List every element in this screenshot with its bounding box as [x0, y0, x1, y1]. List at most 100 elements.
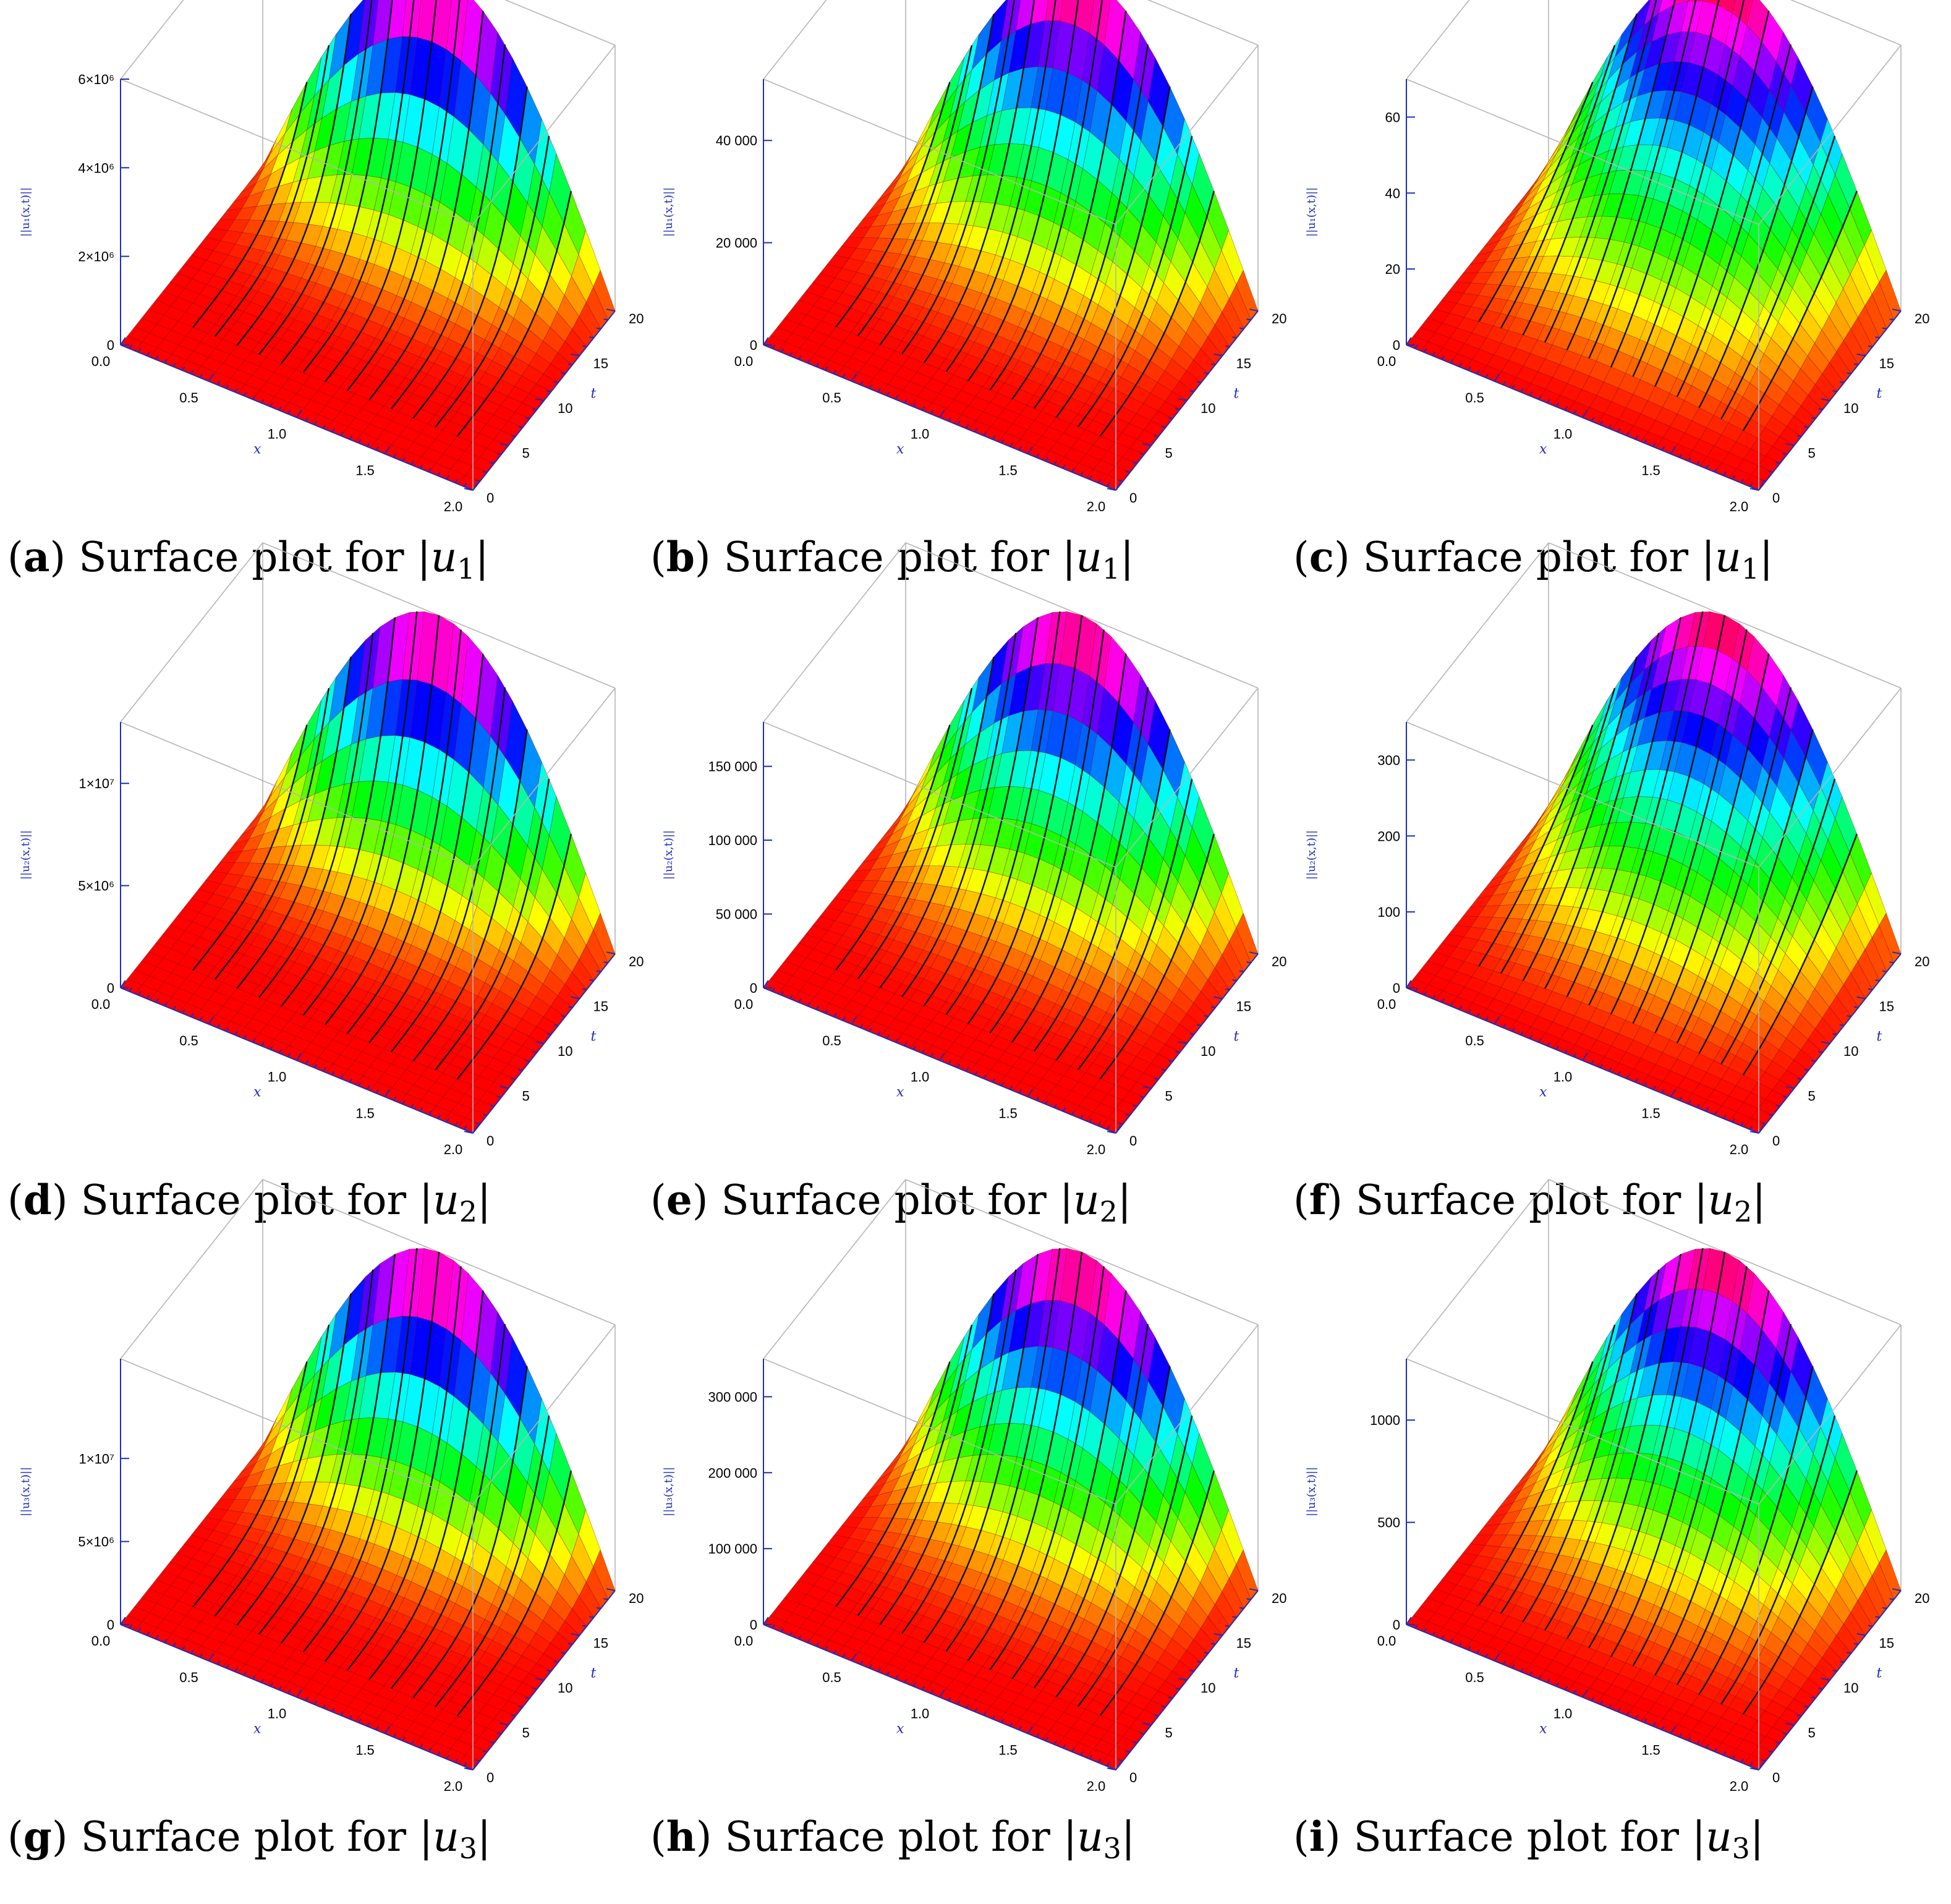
- caption-subscript: 1: [1741, 552, 1759, 585]
- x-axis-label: x: [253, 442, 261, 457]
- x-tick-label: 2.0: [1087, 1779, 1106, 1794]
- t-axis-label: t: [1234, 1666, 1239, 1681]
- x-tick-label: 2.0: [1087, 1142, 1106, 1157]
- x-tick-label: 0.0: [1377, 354, 1396, 369]
- t-tick-mark: [1239, 1608, 1244, 1609]
- surface: [1406, 1248, 1901, 1770]
- t-tick-label: 0: [1772, 1133, 1780, 1149]
- z-tick-label: 20: [1385, 261, 1400, 277]
- z-axis-label: ||u₂(x,t)||: [662, 830, 675, 880]
- x-axis-label: x: [896, 442, 904, 457]
- caption-letter: e: [666, 1176, 692, 1224]
- x-tick-label: 1.5: [355, 1105, 375, 1121]
- t-tick-mark: [590, 337, 594, 338]
- t-tick-mark: [1168, 418, 1173, 419]
- z-tick-label: 150 000: [708, 759, 757, 775]
- t-tick-mark: [1233, 337, 1237, 338]
- z-tick-label: 60: [1385, 109, 1400, 125]
- t-tick-label: 10: [1843, 1043, 1858, 1059]
- x-tick-label: 0.5: [179, 390, 198, 406]
- t-tick-label: 15: [593, 356, 608, 372]
- caption-letter: c: [1309, 533, 1334, 581]
- caption-variable: u: [1077, 1813, 1103, 1861]
- t-tick-label: 5: [1808, 446, 1816, 461]
- t-tick-label: 20: [1915, 954, 1929, 969]
- x-tick-label: 0.0: [91, 997, 111, 1012]
- t-tick-mark: [1133, 1742, 1137, 1743]
- x-axis-label: x: [896, 1085, 904, 1100]
- t-axis-label: t: [591, 386, 597, 402]
- t-tick-mark: [1197, 1025, 1201, 1026]
- t-tick-mark: [1133, 462, 1137, 463]
- t-tick-mark: [604, 962, 608, 963]
- caption-variable: u: [433, 1813, 459, 1861]
- x-tick-label: 1.5: [1641, 462, 1660, 478]
- t-tick-label: 15: [1236, 999, 1251, 1014]
- x-tick-label: 1.5: [998, 1105, 1018, 1121]
- t-tick-mark: [1776, 462, 1780, 463]
- t-axis-label: t: [1234, 1029, 1239, 1045]
- x-tick-label: 0.5: [822, 1033, 841, 1048]
- t-tick-mark: [476, 480, 480, 481]
- t-tick-label: 15: [1236, 1636, 1251, 1651]
- t-tick-mark: [1840, 382, 1844, 383]
- subplot-caption: (b) Surface plot for |u1|: [650, 533, 1287, 601]
- t-axis-label: t: [591, 1029, 597, 1045]
- t-tick-mark: [597, 1608, 601, 1609]
- x-tick-label: 1.0: [1554, 1069, 1573, 1085]
- surface: [763, 0, 1258, 490]
- t-tick-mark: [533, 1688, 537, 1689]
- t-tick-mark: [1890, 319, 1894, 320]
- caption-variable: u: [431, 533, 457, 581]
- x-tick-label: 2.0: [444, 1779, 463, 1794]
- z-tick-label: 200: [1377, 828, 1400, 844]
- t-tick-mark: [1239, 971, 1244, 972]
- t-tick-mark: [568, 1007, 572, 1008]
- t-tick-label: 10: [558, 1043, 572, 1059]
- caption-text: Surface plot for |: [721, 1176, 1073, 1224]
- t-tick-mark: [597, 971, 601, 972]
- z-tick-label: 5×10⁶: [78, 878, 114, 894]
- subplot-caption: (g) Surface plot for |u3|: [7, 1813, 644, 1881]
- z-tick-label: 0: [107, 980, 114, 996]
- caption-letter: a: [23, 533, 50, 581]
- t-tick-mark: [1140, 1733, 1144, 1734]
- t-tick-mark: [1890, 962, 1894, 963]
- t-tick-label: 20: [629, 311, 644, 326]
- t-tick-label: 10: [558, 1680, 572, 1696]
- t-tick-mark: [1225, 989, 1230, 990]
- t-tick-mark: [519, 1706, 523, 1707]
- surface: [1406, 0, 1901, 490]
- x-tick-label: 0.0: [91, 1633, 111, 1649]
- t-tick-mark: [497, 1733, 501, 1734]
- t-tick-mark: [1162, 1706, 1166, 1707]
- t-tick-mark: [1840, 1025, 1844, 1026]
- t-tick-label: 5: [522, 1725, 530, 1741]
- x-tick-label: 1.0: [268, 427, 287, 442]
- surface: [121, 611, 615, 1133]
- x-tick-label: 0.5: [179, 1670, 198, 1685]
- t-tick-label: 10: [1201, 401, 1215, 416]
- z-axis-label: ||u₂(x,t)||: [19, 830, 32, 880]
- t-tick-mark: [1762, 480, 1766, 481]
- x-tick-label: 0.0: [734, 997, 754, 1012]
- x-tick-label: 0.0: [1377, 997, 1396, 1012]
- z-tick-label: 1×10⁷: [79, 776, 114, 791]
- t-tick-mark: [1868, 989, 1872, 990]
- caption-subscript: 1: [1102, 552, 1120, 585]
- t-tick-mark: [1854, 1007, 1858, 1008]
- t-tick-mark: [1882, 328, 1887, 329]
- t-tick-mark: [597, 328, 601, 329]
- t-tick-label: 10: [1201, 1680, 1215, 1696]
- z-axis-label: ||u₁(x,t)||: [1305, 187, 1318, 237]
- caption-letter: g: [23, 1813, 52, 1861]
- z-tick-label: 2×10⁶: [78, 249, 114, 265]
- x-tick-label: 1.0: [911, 1069, 930, 1085]
- t-tick-label: 10: [558, 401, 572, 416]
- t-tick-mark: [1239, 328, 1244, 329]
- z-tick-label: 0: [750, 338, 757, 353]
- x-tick-label: 1.5: [998, 1742, 1018, 1757]
